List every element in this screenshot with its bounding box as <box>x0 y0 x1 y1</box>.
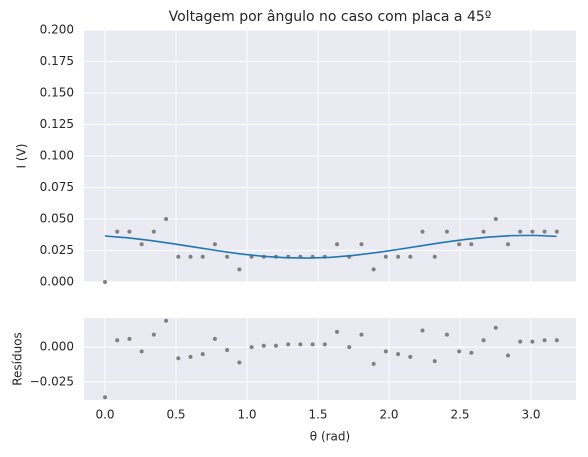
y-tick-label: 0.100 <box>40 149 74 163</box>
data-point <box>237 360 242 365</box>
data-point <box>322 342 327 347</box>
x-tick-label: 1.5 <box>308 408 327 422</box>
data-point <box>139 349 144 354</box>
data-point <box>176 356 181 361</box>
data-point <box>212 242 217 247</box>
data-point <box>383 349 388 354</box>
y-tick-label: 0.200 <box>40 23 74 37</box>
data-point <box>469 242 474 247</box>
data-point <box>115 338 120 343</box>
data-point <box>200 352 205 357</box>
y-tick-label: 0.175 <box>40 54 74 68</box>
data-point <box>444 229 449 234</box>
data-point <box>273 343 278 348</box>
plot-area <box>84 318 576 400</box>
x-tick-label: 2.5 <box>450 408 469 422</box>
data-point <box>310 342 315 347</box>
y-tick-label: 0.050 <box>40 212 74 226</box>
data-point <box>542 229 547 234</box>
x-tick-label: 0.5 <box>166 408 185 422</box>
data-point <box>151 229 156 234</box>
y-axis-label: I (V) <box>15 144 29 169</box>
x-tick-label: 1.0 <box>237 408 256 422</box>
data-point <box>457 349 462 354</box>
data-point <box>371 361 376 366</box>
data-point <box>432 254 437 259</box>
data-point <box>408 254 413 259</box>
data-point <box>554 229 559 234</box>
x-tick-label: 2.0 <box>379 408 398 422</box>
data-point <box>261 343 266 348</box>
data-point <box>493 325 498 330</box>
data-point <box>103 280 108 284</box>
data-point <box>396 254 401 259</box>
y-tick-label: 0.000 <box>40 275 74 289</box>
data-point <box>127 336 132 341</box>
data-point <box>554 338 559 343</box>
y-tick-label: −0.025 <box>30 374 74 388</box>
data-point <box>237 267 242 272</box>
data-point <box>359 242 364 247</box>
data-point <box>420 229 425 234</box>
data-point <box>139 242 144 247</box>
y-tick-label: 0.125 <box>40 117 74 131</box>
y-tick-label: 0.150 <box>40 86 74 100</box>
data-point <box>249 345 254 350</box>
data-point <box>530 339 535 344</box>
data-point <box>505 353 510 358</box>
data-point <box>200 254 205 259</box>
data-point <box>151 332 156 337</box>
data-point <box>359 332 364 337</box>
data-point <box>335 242 340 247</box>
data-point <box>420 328 425 333</box>
data-point <box>225 254 230 259</box>
data-point <box>371 267 376 272</box>
data-point <box>225 347 230 352</box>
data-point <box>432 359 437 364</box>
data-point <box>518 229 523 234</box>
data-point <box>176 254 181 259</box>
data-point <box>335 329 340 334</box>
data-point <box>188 354 193 359</box>
data-point <box>530 229 535 234</box>
data-point <box>493 217 498 221</box>
data-point <box>347 345 352 350</box>
data-point <box>469 350 474 355</box>
y-tick-label: 0.025 <box>40 243 74 257</box>
y-tick-label: 0.075 <box>40 180 74 194</box>
data-point <box>383 254 388 259</box>
data-point <box>164 318 169 323</box>
data-point <box>115 229 120 234</box>
data-point <box>481 229 486 234</box>
y-tick-label: 0.000 <box>40 340 74 354</box>
x-tick-label: 0.0 <box>95 408 114 422</box>
x-axis-label: θ (rad) <box>310 430 350 444</box>
fit-line <box>104 234 557 259</box>
data-point <box>457 242 462 247</box>
y-axis-label: Resíduos <box>11 332 25 386</box>
data-point <box>188 254 193 259</box>
data-point <box>164 217 169 221</box>
data-point <box>518 339 523 344</box>
data-point <box>298 342 303 347</box>
data-point <box>212 336 217 341</box>
data-point <box>396 352 401 357</box>
data-point <box>127 229 132 234</box>
chart-title: Voltagem por ângulo no caso com placa a … <box>169 9 492 25</box>
data-point <box>103 395 108 400</box>
data-point <box>481 338 486 343</box>
data-point <box>408 354 413 359</box>
data-point <box>505 242 510 247</box>
data-point <box>542 338 547 343</box>
x-tick-label: 3.0 <box>521 408 540 422</box>
data-point <box>444 332 449 337</box>
data-point <box>286 342 291 347</box>
